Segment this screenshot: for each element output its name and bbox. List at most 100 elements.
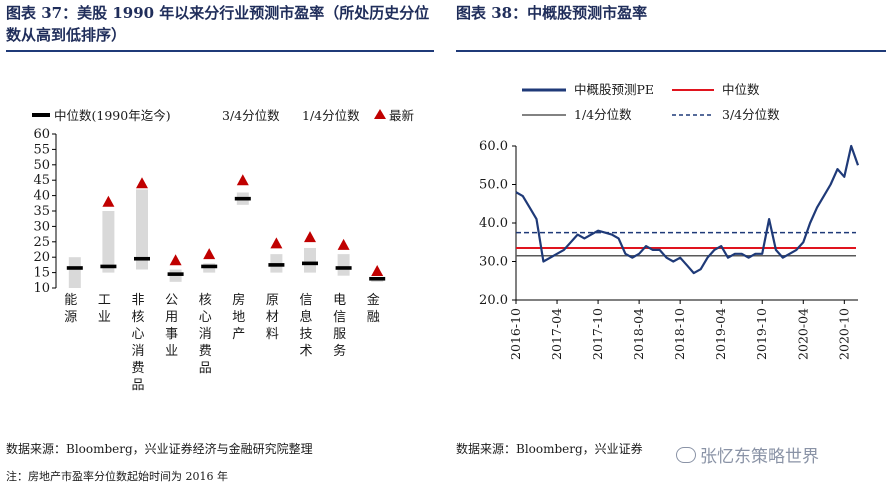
sector-category-label: 金融 xyxy=(367,292,380,325)
sector-latest-marker xyxy=(337,238,350,250)
sector-category-label: 原材料 xyxy=(266,293,279,342)
china-adr-pe-chart: 中概股预测PE 中位数 1/4分位数 3/4分位数 20.0 30.0 40.0 50… xyxy=(479,82,860,360)
sector-category-char: 原 xyxy=(266,293,279,308)
adr-x-tick-label: 2018-10 xyxy=(672,308,687,360)
footnote: 注：房地产市盈率分位数起始时间为 2016 年 xyxy=(6,470,228,483)
sector-bars xyxy=(66,174,386,288)
adr-y-tick-label: 50.0 xyxy=(479,178,508,193)
sector-category-label: 能源 xyxy=(64,293,77,325)
sector-y-tick-label: 55 xyxy=(33,142,50,157)
sector-y-tick-label: 20 xyxy=(33,250,50,265)
title-rule-left xyxy=(6,50,434,52)
sector-y-tick-label: 40 xyxy=(33,189,50,204)
sector-latest-marker xyxy=(136,177,148,189)
sector-category-char: 料 xyxy=(266,327,279,342)
adr-chart-legend: 中概股预测PE 中位数 1/4分位数 3/4分位数 xyxy=(522,82,780,122)
legend-p25-label: 1/4分位数 xyxy=(302,108,360,123)
sector-category-label: 电信服务 xyxy=(333,293,346,359)
legend-p75-label: 3/4分位数 xyxy=(222,108,280,123)
sector-median-mark xyxy=(134,256,150,261)
sector-median-mark xyxy=(234,196,251,201)
sector-category-char: 息 xyxy=(299,309,312,325)
adr-y-tick-label: 40.0 xyxy=(479,216,508,231)
sector-latest-marker xyxy=(304,231,316,243)
legend-latest-label: 最新 xyxy=(389,108,414,123)
wechat-icon xyxy=(676,447,696,463)
sector-category-char: 心 xyxy=(199,310,212,325)
sector-category-char: 核 xyxy=(131,310,144,325)
sector-category-char: 工 xyxy=(98,293,111,308)
sector-category-char: 地 xyxy=(232,310,245,325)
legend-median-label-r: 中位数 xyxy=(722,82,760,97)
sector-y-tick-label: 45 xyxy=(33,173,50,188)
sector-y-tick-label: 60 xyxy=(33,127,50,142)
adr-axes: 20.0 30.0 40.0 50.0 60.0 2016-10 2017-04 2017-1… xyxy=(479,139,858,360)
sector-category-char: 业 xyxy=(98,310,111,325)
sector-category-label: 核心消费品 xyxy=(199,293,212,376)
legend-latest-triangle xyxy=(374,109,386,119)
adr-x-tick-label: 2020-04 xyxy=(795,308,810,360)
sector-y-tick-label: 10 xyxy=(33,281,50,296)
adr-y-tick-label: 30.0 xyxy=(479,255,508,270)
legend-median-label: 中位数(1990年迄今) xyxy=(54,108,171,123)
adr-lines xyxy=(515,144,860,275)
legend-p75-label-r: 3/4分位数 xyxy=(722,107,780,122)
sector-category-char: 技 xyxy=(299,327,312,342)
sector-range-band xyxy=(337,254,350,276)
adr-y-tick-label: 60.0 xyxy=(479,139,508,154)
sector-category-char: 能 xyxy=(64,293,77,308)
sector-category-char: 非 xyxy=(131,293,144,308)
watermark: 张忆东策略世界 xyxy=(676,442,819,467)
title-rule-right xyxy=(456,50,886,52)
sector-median-mark xyxy=(369,276,386,281)
sector-median-mark xyxy=(100,264,117,269)
adr-pe-line xyxy=(515,144,860,275)
sector-median-mark xyxy=(167,272,184,276)
sector-y-tick-label: 15 xyxy=(33,266,50,281)
sector-category-char: 心 xyxy=(131,327,144,342)
sector-category-char: 信 xyxy=(333,310,346,325)
sector-category-char: 消 xyxy=(199,327,212,342)
sector-category-char: 用 xyxy=(165,310,178,325)
sector-y-tick-label: 30 xyxy=(33,219,50,234)
chart-title-left: 图表 37：美股 1990 年以来分行业预测市盈率（所处历史分位数从高到低排序） xyxy=(6,4,430,44)
sector-category-char: 事 xyxy=(165,327,178,342)
sector-category-char: 服 xyxy=(333,327,346,342)
sector-range-band xyxy=(102,211,115,273)
adr-x-tick-label: 2019-10 xyxy=(754,308,769,360)
sector-category-char: 电 xyxy=(333,293,346,308)
sector-range-band xyxy=(68,257,81,288)
sector-chart-legend: 中位数(1990年迄今) 3/4分位数 1/4分位数 最新 xyxy=(32,108,414,123)
sector-category-char: 公 xyxy=(165,293,178,308)
sector-category-char: 融 xyxy=(367,310,380,325)
sector-latest-marker xyxy=(203,248,216,260)
source-right: 数据来源：Bloomberg，兴业证券 xyxy=(456,442,643,456)
sector-median-mark xyxy=(66,266,83,270)
sector-category-char: 核 xyxy=(199,293,212,308)
legend-pe-label: 中概股预测PE xyxy=(574,82,654,97)
sector-latest-marker xyxy=(371,265,384,277)
adr-x-tick-label: 2018-04 xyxy=(631,308,646,360)
adr-x-tick-label: 2019-04 xyxy=(713,308,728,360)
adr-x-tick-label: 2017-10 xyxy=(590,308,605,360)
sector-y-tick-label: 50 xyxy=(33,158,50,173)
sector-category-char: 金 xyxy=(367,292,380,308)
sector-range-band xyxy=(304,247,316,273)
adr-x-tick-label: 2017-04 xyxy=(549,308,564,360)
sector-category-char: 品 xyxy=(199,361,212,376)
sector-category-char: 材 xyxy=(266,310,279,325)
sector-median-mark xyxy=(268,263,285,267)
sector-median-mark xyxy=(335,266,352,270)
adr-x-tick-label: 2020-10 xyxy=(836,308,851,360)
sector-category-label: 信息技术 xyxy=(299,293,312,359)
chart-title-right: 图表 38：中概股预测市盈率 xyxy=(456,4,648,22)
sector-category-char: 费 xyxy=(199,344,212,359)
sector-category-char: 费 xyxy=(131,361,144,376)
sector-category-char: 术 xyxy=(299,344,312,359)
legend-median-swatch xyxy=(32,113,50,117)
sector-category-char: 产 xyxy=(232,327,245,342)
sector-category-char: 业 xyxy=(165,344,178,359)
sector-category-label: 非核心消费品 xyxy=(131,293,144,393)
